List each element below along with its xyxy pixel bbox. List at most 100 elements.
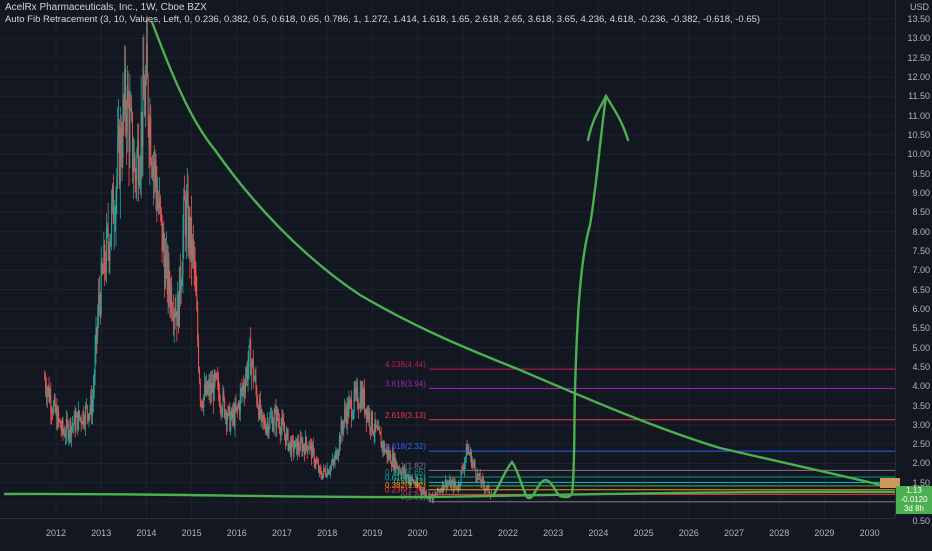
candle-body — [318, 466, 320, 472]
price-chart[interactable]: 4.236(4.44) 3.618(3.94) 2.618(3.13) 1.618(2… — [0, 0, 895, 518]
trendline-drawing[interactable] — [586, 93, 630, 142]
time-tick-label: 2015 — [181, 528, 202, 538]
price-tick-label: 13.00 — [907, 33, 930, 44]
candle-body — [115, 193, 117, 223]
candle-body — [164, 252, 166, 287]
candle-body — [187, 193, 189, 249]
candle-body — [302, 444, 304, 453]
candle-body — [165, 250, 167, 257]
candle-body — [463, 468, 465, 470]
candle-body — [437, 487, 439, 495]
candle-body — [78, 410, 80, 419]
candle-body — [354, 389, 356, 395]
trendline-drawing[interactable] — [3, 490, 895, 499]
candle-body — [131, 107, 133, 114]
candle-body — [251, 363, 253, 375]
candle-body — [101, 261, 103, 272]
candle-body — [411, 477, 413, 481]
candle-body — [284, 431, 286, 435]
candle-body — [418, 486, 420, 489]
candle-body — [176, 311, 178, 326]
candle-body — [416, 480, 418, 486]
chart-area[interactable]: 4.236(4.44) 3.618(3.94) 2.618(3.13) 1.618(2… — [0, 0, 895, 518]
price-scale[interactable]: USD 13.50 13.00 12.50 12.00 11.50 11.00 10.50 1… — [895, 0, 932, 526]
candle-body — [59, 420, 61, 428]
candle-body — [285, 431, 287, 445]
candle-body — [84, 423, 86, 426]
candle-body — [63, 432, 65, 434]
bar-countdown: 3d 8h — [903, 504, 925, 513]
candle-body — [376, 426, 378, 428]
time-tick-label: 2028 — [769, 528, 790, 538]
candle-body — [133, 157, 135, 171]
candle-body — [211, 382, 213, 393]
candle-body — [333, 461, 335, 464]
time-tick-label: 2026 — [678, 528, 699, 538]
candle-body — [73, 413, 75, 425]
candle-body — [244, 379, 246, 393]
candle-body — [375, 419, 377, 428]
price-tick-label: 5.50 — [912, 323, 930, 334]
candle-body — [81, 422, 83, 425]
candle-body — [477, 473, 479, 478]
candle-body — [488, 485, 490, 493]
candle-body — [469, 452, 471, 456]
candle-body — [50, 394, 52, 412]
candle-body — [423, 489, 425, 492]
candle-body — [404, 469, 406, 474]
candle-body — [280, 425, 282, 435]
indicator-legend[interactable]: Auto Fib Retracement (3, 10, Values, Lef… — [5, 14, 761, 25]
candle-body — [327, 468, 329, 475]
candle-body — [456, 485, 458, 489]
candle-body — [356, 387, 358, 389]
price-tick-label: 11.50 — [908, 91, 930, 102]
candle-body — [144, 99, 146, 116]
candle-body — [161, 214, 163, 251]
time-tick-label: 2019 — [362, 528, 383, 538]
candle-body — [479, 473, 481, 482]
fib-level-label: 2.618(3.13) — [385, 411, 426, 420]
price-tick-label: 3.50 — [912, 400, 930, 411]
candle-body — [324, 467, 326, 471]
candle-body — [136, 154, 138, 181]
trendline-drawing[interactable] — [492, 94, 608, 500]
candle-body — [433, 494, 435, 497]
price-tick-label: 7.00 — [912, 265, 930, 276]
time-scale[interactable]: 2012 2013 2014 2015 2016 2017 2018 2019 2020 2021… — [0, 518, 895, 551]
symbol-title[interactable]: AcelRx Pharmaceuticals, Inc., 1W, Cboe B… — [5, 2, 207, 13]
candle-body — [268, 427, 270, 434]
candle-body — [258, 406, 260, 419]
candle-body — [192, 239, 194, 249]
price-tick-label: 13.50 — [907, 14, 930, 24]
candle-body — [393, 455, 395, 469]
candle-body — [330, 466, 332, 472]
candle-body — [382, 442, 384, 450]
candle-body — [399, 469, 401, 474]
trendline-drawing[interactable] — [150, 20, 887, 488]
candle-body — [222, 391, 224, 412]
candle-body — [216, 373, 218, 378]
candle-body — [334, 455, 336, 464]
candles — [44, 15, 492, 504]
candle-body — [80, 417, 82, 423]
candle-body — [425, 491, 427, 498]
candle-body — [220, 406, 222, 413]
candle-body — [231, 409, 233, 419]
candle-body — [397, 467, 399, 469]
candle-body — [312, 444, 314, 450]
candle-body — [458, 484, 460, 487]
candle-body — [225, 412, 227, 425]
fib-retracement[interactable]: 4.236(4.44) 3.618(3.94) 2.618(3.13) 1.618(2… — [385, 360, 895, 503]
candle-body — [203, 395, 205, 408]
trendline-drawings[interactable] — [3, 20, 895, 500]
candle-body — [150, 117, 152, 163]
candle-body — [88, 413, 90, 421]
time-tick-label: 2014 — [136, 528, 157, 538]
candle-body — [353, 389, 355, 412]
candle-body — [230, 418, 232, 431]
candle-body — [377, 426, 379, 430]
candle-body — [473, 462, 475, 464]
candle-body — [450, 479, 452, 488]
candle-body — [352, 411, 354, 418]
candle-body — [274, 409, 276, 413]
